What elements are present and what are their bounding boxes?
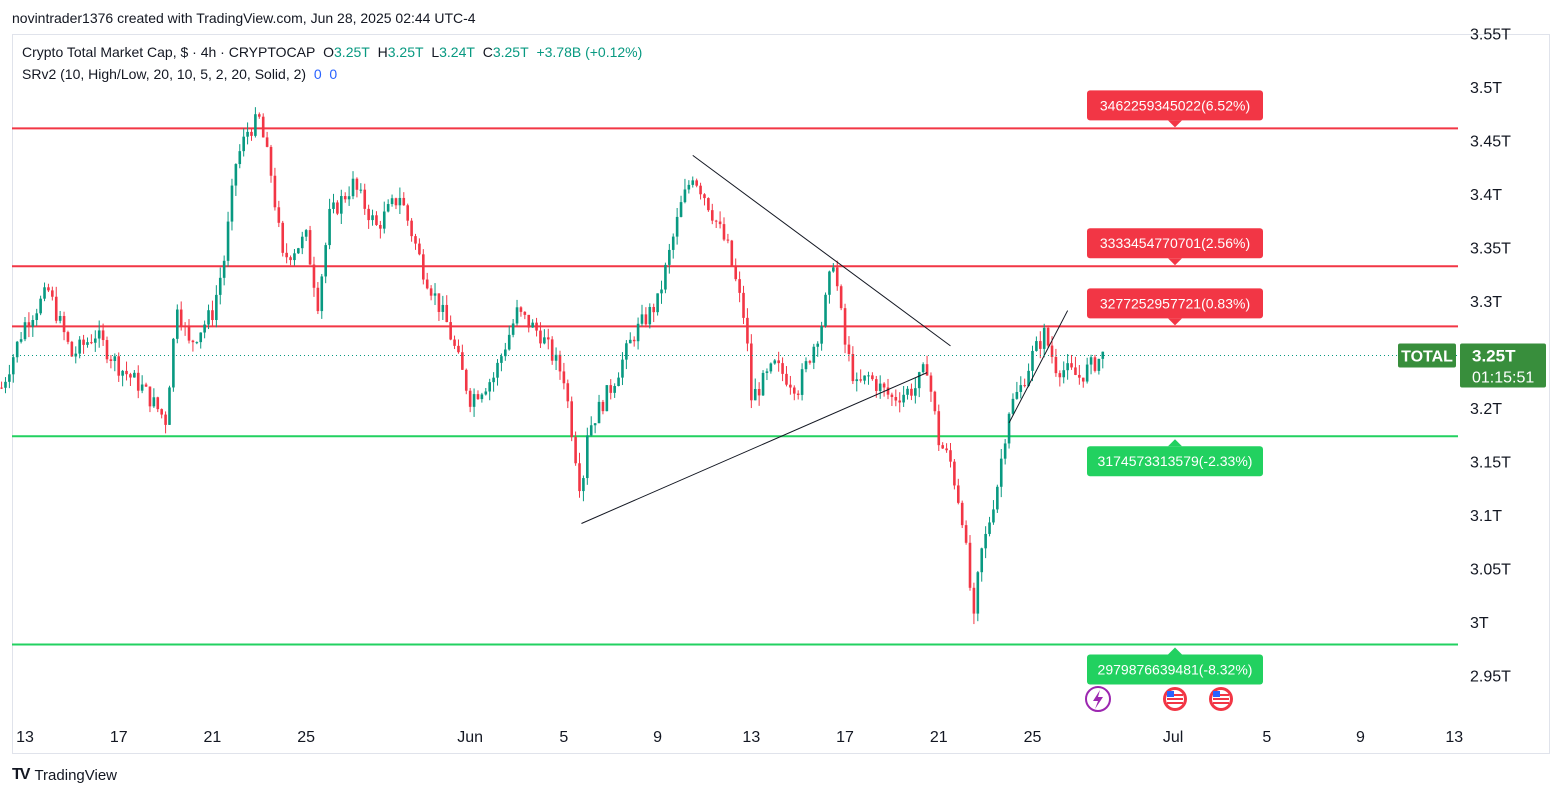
indicator-name: SRv2 (10, High/Low, 20, 10, 5, 2, 20, So… (22, 66, 307, 82)
low-value: 3.24T (439, 44, 475, 60)
symbol-legend: Crypto Total Market Cap, $ · 4h · CRYPTO… (22, 44, 642, 60)
high-label: H (377, 44, 388, 60)
close-value: 3.25T (492, 44, 529, 60)
candle-body (4, 381, 7, 388)
close-label: C (482, 44, 493, 60)
tradingview-logo-icon: TV (12, 766, 31, 783)
low-label: L (431, 44, 440, 60)
open-label: O (323, 44, 335, 60)
open-value: 3.25T (334, 44, 370, 60)
indicator-legend[interactable]: SRv2 (10, High/Low, 20, 10, 5, 2, 20, So… (22, 66, 337, 82)
change-value: +3.78B (+0.12%) (536, 44, 643, 60)
symbol-name[interactable]: Crypto Total Market Cap, $ · 4h · CRYPTO… (22, 44, 316, 60)
high-value: 3.25T (387, 44, 424, 60)
indicator-value-1: 0 (313, 66, 322, 82)
indicator-value-2: 0 (329, 66, 338, 82)
tradingview-footer[interactable]: TV TradingView (12, 766, 117, 784)
candle-body (0, 387, 3, 389)
chart-frame (12, 34, 1550, 754)
candle-body (8, 374, 11, 382)
tradingview-brand: TradingView (34, 766, 117, 784)
attribution-text: novintrader1376 created with TradingView… (12, 10, 476, 26)
